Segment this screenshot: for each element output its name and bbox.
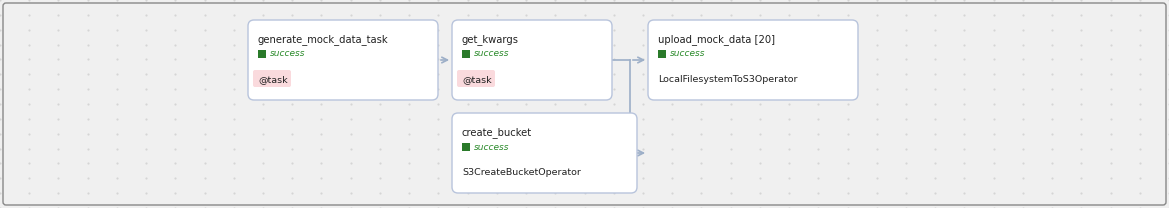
Text: success: success xyxy=(473,142,510,151)
FancyBboxPatch shape xyxy=(258,50,267,58)
FancyBboxPatch shape xyxy=(462,143,470,151)
Text: success: success xyxy=(270,50,305,58)
FancyBboxPatch shape xyxy=(452,113,637,193)
FancyBboxPatch shape xyxy=(648,20,858,100)
FancyBboxPatch shape xyxy=(462,50,470,58)
FancyBboxPatch shape xyxy=(658,50,666,58)
Text: success: success xyxy=(473,50,510,58)
Text: get_kwargs: get_kwargs xyxy=(462,34,519,45)
Text: generate_mock_data_task: generate_mock_data_task xyxy=(258,34,388,45)
FancyBboxPatch shape xyxy=(452,20,613,100)
FancyBboxPatch shape xyxy=(248,20,438,100)
Text: upload_mock_data [20]: upload_mock_data [20] xyxy=(658,34,775,45)
Text: S3CreateBucketOperator: S3CreateBucketOperator xyxy=(462,168,581,177)
Text: success: success xyxy=(670,50,706,58)
FancyBboxPatch shape xyxy=(253,70,291,87)
Text: @task: @task xyxy=(258,75,288,84)
Text: LocalFilesystemToS3Operator: LocalFilesystemToS3Operator xyxy=(658,75,797,84)
Text: create_bucket: create_bucket xyxy=(462,127,532,138)
FancyBboxPatch shape xyxy=(457,70,494,87)
Text: @task: @task xyxy=(462,75,492,84)
